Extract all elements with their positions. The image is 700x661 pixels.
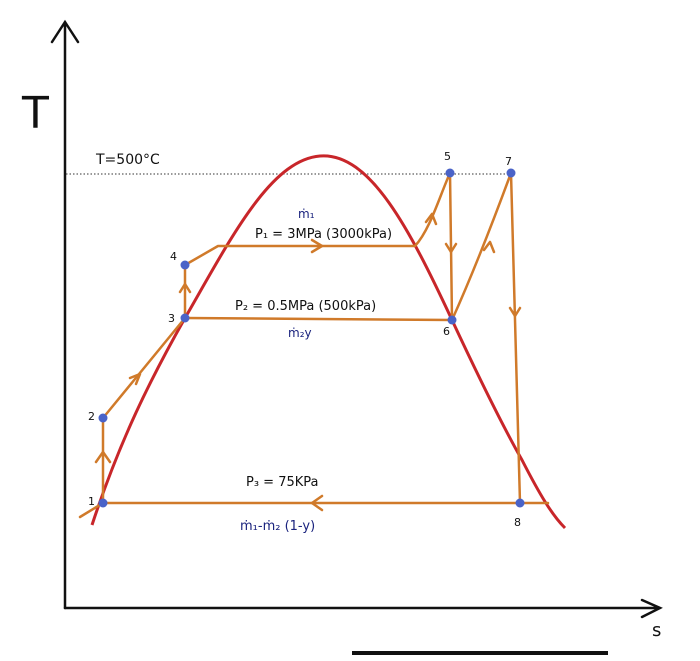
state-point: [180, 260, 190, 270]
flow-label: ṁ₂y: [288, 326, 312, 340]
flow-label: ṁ₁: [298, 207, 315, 221]
point-label: 1: [88, 495, 95, 508]
point-label: 8: [514, 516, 521, 529]
pressure-label: P₁ = 3MPa (3000kPa): [255, 227, 392, 242]
point-label: 4: [170, 250, 177, 263]
state-points: [98, 168, 525, 508]
state-point: [180, 313, 190, 323]
axes: [50, 19, 663, 619]
state-point: [98, 498, 108, 508]
point-label: 6: [443, 325, 450, 338]
y-axis-label: T: [21, 88, 49, 139]
cycle-lines: [78, 171, 550, 519]
x-axis-label: s: [652, 620, 661, 641]
isotherm-label: T=500°C: [95, 152, 160, 168]
scroll-bar: [352, 651, 608, 655]
pressure-label: P₂ = 0.5MPa (500kPa): [235, 299, 376, 314]
point-label: 7: [505, 155, 512, 168]
state-point: [506, 168, 516, 178]
point-label: 2: [88, 410, 95, 423]
state-point: [447, 315, 457, 325]
saturation-dome: [90, 154, 567, 530]
state-point: [515, 498, 525, 508]
flow-label: ṁ₁-ṁ₂ (1-y): [240, 519, 315, 534]
state-point: [445, 168, 455, 178]
point-label: 5: [444, 150, 451, 163]
point-label: 3: [168, 312, 175, 325]
state-point: [98, 413, 108, 423]
pressure-label: P₃ = 75KPa: [246, 475, 319, 490]
